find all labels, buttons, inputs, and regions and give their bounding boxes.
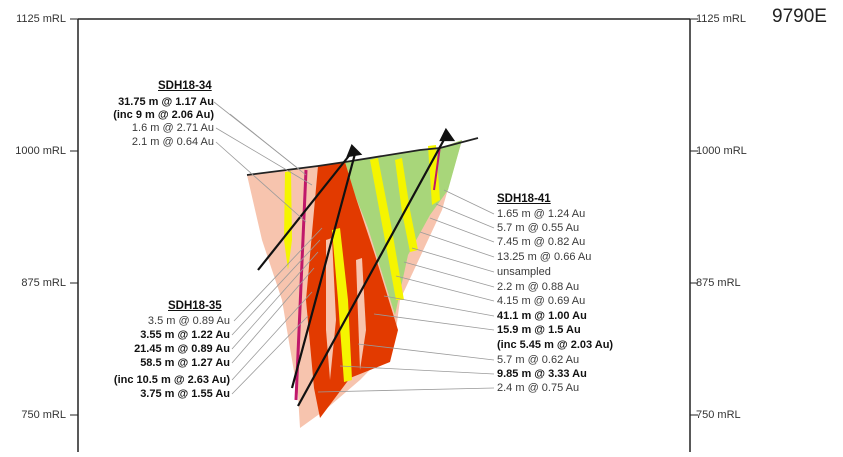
topography-line	[246, 137, 479, 176]
elevation-label-right-1000: 1000 mRL	[696, 145, 747, 157]
intercept-sdh18-41-12: 9.85 m @ 3.33 Au	[497, 368, 587, 380]
intercept-sdh18-41-10: (inc 5.45 m @ 2.03 Au)	[497, 339, 614, 351]
intercept-sdh18-41-2: 5.7 m @ 0.55 Au	[497, 222, 580, 234]
intercept-sdh18-41-8: 41.1 m @ 1.00 Au	[497, 310, 587, 322]
drill-collar-arrow-1	[346, 144, 363, 158]
intercept-sdh18-41-13: 2.4 m @ 0.75 Au	[497, 382, 580, 394]
dyke-magenta	[294, 169, 308, 401]
dyke-magenta-2	[433, 145, 441, 191]
intercept-sdh18-41-7: 4.15 m @ 0.69 Au	[497, 295, 586, 307]
intercept-sdh18-35-6: 3.75 m @ 1.55 Au	[140, 388, 230, 400]
intercept-sdh18-35-1: 3.5 m @ 0.89 Au	[147, 315, 230, 327]
intercept-sdh18-41-5: unsampled	[497, 266, 551, 278]
intercept-sdh18-34-2: (inc 9 m @ 2.06 Au)	[113, 109, 214, 121]
hole-title-sdh18-34: SDH18-34	[158, 80, 212, 92]
elevation-label-left-875: 875 mRL	[21, 277, 66, 289]
drill-trace-sdh18-34	[257, 151, 353, 271]
drill-traces	[257, 127, 456, 407]
intercept-sdh18-34-3: 1.6 m @ 2.71 Au	[131, 122, 214, 134]
section-easting-label: 9790E	[772, 6, 827, 27]
mineralised-yellow-zone-4	[284, 171, 292, 270]
elevation-label-right-1125: 1125 mRL	[696, 13, 746, 25]
drill-trace-sdh18-41	[297, 135, 447, 407]
intercept-sdh18-34-1: 31.75 m @ 1.17 Au	[118, 96, 214, 108]
intercept-sdh18-41-3: 7.45 m @ 0.82 Au	[497, 236, 586, 248]
leader-lines-sdh18-35	[231, 227, 323, 395]
intercept-sdh18-35-4: 58.5 m @ 1.27 Au	[140, 357, 230, 369]
intercept-sdh18-41-11: 5.7 m @ 0.62 Au	[497, 354, 580, 366]
elevation-label-left-1125: 1125 mRL	[16, 13, 66, 25]
elevation-label-right-875: 875 mRL	[696, 277, 741, 289]
elevation-label-left-1000: 1000 mRL	[15, 145, 66, 157]
elevation-label-left-750: 750 mRL	[21, 409, 66, 421]
intercept-sdh18-41-9: 15.9 m @ 1.5 Au	[497, 324, 581, 336]
hole-title-sdh18-35: SDH18-35	[168, 300, 222, 312]
leader-lines-sdh18-41	[317, 189, 495, 393]
mineralised-yellow-zone-1	[370, 158, 404, 300]
hole-title-sdh18-41: SDH18-41	[497, 193, 551, 205]
drill-collar-arrow-2	[439, 127, 456, 142]
elevation-ticks	[70, 18, 698, 416]
leader-lines-sdh18-34	[213, 101, 313, 223]
intercept-sdh18-41-4: 13.25 m @ 0.66 Au	[497, 251, 592, 263]
intercept-sdh18-34-4: 2.1 m @ 0.64 Au	[131, 136, 214, 148]
host-streak-1	[326, 238, 336, 380]
mineralised-yellow-zone-2	[395, 158, 418, 252]
intercept-sdh18-35-3: 21.45 m @ 0.89 Au	[134, 343, 230, 355]
elevation-label-right-750: 750 mRL	[696, 409, 741, 421]
intercept-sdh18-35-2: 3.55 m @ 1.22 Au	[140, 329, 230, 341]
mineralised-yellow-zone-3	[332, 228, 352, 382]
intercept-sdh18-41-6: 2.2 m @ 0.88 Au	[497, 281, 580, 293]
intercept-sdh18-35-5: (inc 10.5 m @ 2.63 Au)	[113, 374, 230, 386]
mineralised-yellow-zone-5	[428, 145, 440, 205]
intercept-sdh18-41-1: 1.65 m @ 1.24 Au	[497, 208, 586, 220]
drill-trace-sdh18-35	[290, 149, 358, 389]
